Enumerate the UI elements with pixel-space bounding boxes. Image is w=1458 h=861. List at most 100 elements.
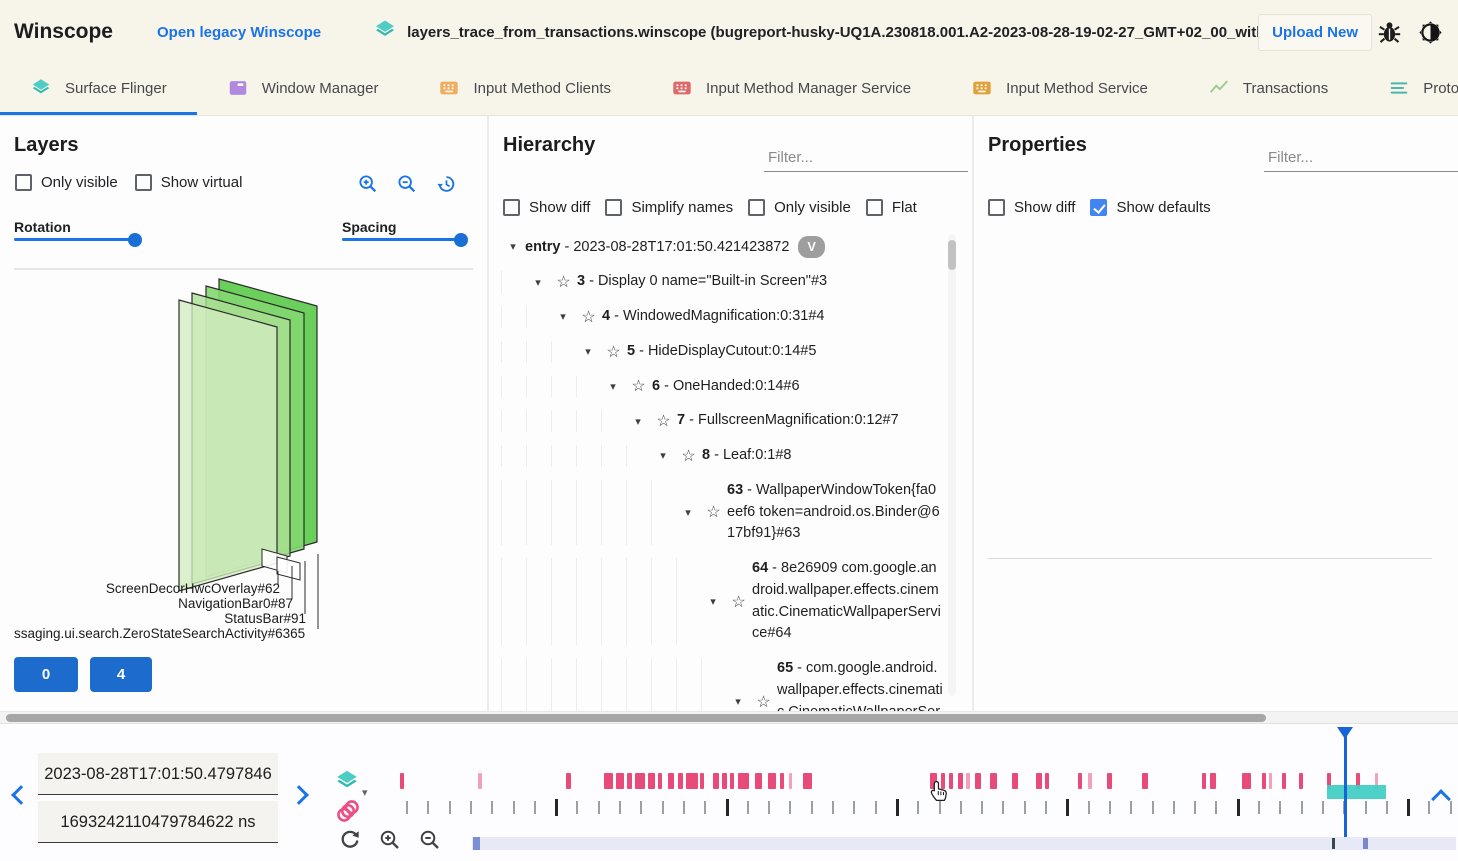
zoom-range-start-handle[interactable] xyxy=(473,837,480,850)
properties-filter-input[interactable] xyxy=(1264,144,1458,172)
checkbox-label: Show defaults xyxy=(1116,199,1211,216)
content-horizontal-scrollbar xyxy=(0,711,1458,724)
expand-arrow-icon[interactable]: ▾ xyxy=(510,241,516,254)
sf-trace-mark xyxy=(1107,773,1112,789)
tab-label: Input Method Clients xyxy=(473,79,612,97)
timeline-zoom-out-icon[interactable] xyxy=(418,828,442,852)
transactions-track-icon[interactable] xyxy=(335,798,361,824)
tab-transactions[interactable]: Transactions xyxy=(1178,64,1358,115)
tree-node-65[interactable]: ▾ ☆ 65 - com.google.android.wallpaper.effe… xyxy=(489,652,947,711)
dark-mode-toggle-icon[interactable] xyxy=(1417,19,1444,46)
reset-zoom-icon[interactable] xyxy=(338,828,362,852)
pin-star-icon[interactable]: ☆ xyxy=(631,378,646,396)
expand-arrow-icon[interactable]: ▾ xyxy=(585,346,591,359)
transaction-tick xyxy=(1428,801,1431,814)
indent-guide xyxy=(651,658,676,711)
transaction-tick xyxy=(619,801,621,814)
prev-entry-chevron-icon[interactable] xyxy=(11,785,31,805)
tab-input-method-clients[interactable]: Input Method Clients xyxy=(408,64,641,115)
indent-guide xyxy=(676,658,701,711)
checkbox-box[interactable] xyxy=(988,199,1005,216)
indent-guide xyxy=(551,479,576,545)
indent-guide xyxy=(601,479,626,545)
surface-flinger-track-icon[interactable] xyxy=(334,768,360,794)
timeline-zoom-in-icon[interactable] xyxy=(378,828,402,852)
tab-surface-flinger[interactable]: Surface Flinger xyxy=(0,64,197,115)
layer-id-button-0[interactable]: 0 xyxy=(14,657,78,692)
zoom-out-icon[interactable] xyxy=(396,173,418,195)
next-entry-chevron-icon[interactable] xyxy=(289,785,309,805)
expand-arrow-icon[interactable]: ▾ xyxy=(560,311,566,324)
pin-star-icon[interactable]: ☆ xyxy=(756,693,771,711)
content-horizontal-scrollbar-thumb[interactable] xyxy=(6,713,1266,722)
expand-arrow-icon[interactable]: ▾ xyxy=(735,696,741,708)
upload-new-button[interactable]: Upload New xyxy=(1258,13,1372,51)
open-legacy-link[interactable]: Open legacy Winscope xyxy=(157,23,322,41)
tree-node-63[interactable]: ▾ ☆ 63 - WallpaperWindowToken{fa0eef6 toke… xyxy=(489,473,947,551)
layer-id-button-4[interactable]: 4 xyxy=(90,657,152,692)
rotation-slider[interactable] xyxy=(14,232,142,247)
hierarchy-scrollbar-thumb[interactable] xyxy=(948,240,956,270)
pin-star-icon[interactable]: ☆ xyxy=(556,274,571,292)
expand-arrow-icon[interactable]: ▾ xyxy=(660,450,666,463)
properties-checkbox-show-defaults[interactable]: Show defaults xyxy=(1090,199,1211,216)
checkbox-box[interactable] xyxy=(15,174,32,191)
pin-star-icon[interactable]: ☆ xyxy=(681,447,696,465)
expand-arrow-icon[interactable]: ▾ xyxy=(635,415,641,428)
restore-view-icon[interactable] xyxy=(435,173,457,195)
timestamp-human-input[interactable] xyxy=(38,753,278,795)
tree-node-5[interactable]: ▾ ☆ 5 - HideDisplayCutout:0:14#5 xyxy=(489,334,947,369)
properties-checkbox-show-diff[interactable]: Show diff xyxy=(988,199,1075,216)
zoom-range-mark xyxy=(1363,838,1368,849)
panel-separator xyxy=(487,116,489,711)
hierarchy-checkbox-show-diff[interactable]: Show diff xyxy=(503,199,590,216)
indent-guide xyxy=(601,445,626,467)
checkbox-box[interactable] xyxy=(605,199,623,216)
tree-node-7[interactable]: ▾ ☆ 7 - FullscreenMagnification:0:12#7 xyxy=(489,404,947,439)
track-dropdown-caret-icon[interactable]: ▾ xyxy=(362,787,368,799)
checkbox-box[interactable] xyxy=(503,199,520,216)
hierarchy-filter-input[interactable] xyxy=(764,144,968,172)
tree-node-label: 4 - WindowedMagnification:0:31#4 xyxy=(602,308,825,324)
expand-arrow-icon[interactable]: ▾ xyxy=(610,380,616,393)
visibility-chip: V xyxy=(798,235,825,259)
expand-arrow-icon[interactable]: ▾ xyxy=(710,596,716,608)
layers-checkbox-show-virtual[interactable]: Show virtual xyxy=(134,174,242,191)
tree-node-3[interactable]: ▾ ☆ 3 - Display 0 name="Built-in Screen"#3 xyxy=(489,265,947,300)
pin-star-icon[interactable]: ☆ xyxy=(606,343,621,361)
pin-star-icon[interactable]: ☆ xyxy=(656,413,671,431)
tree-node-64[interactable]: ▾ ☆ 64 - 8e26909 com.google.android.wallpa… xyxy=(489,552,947,652)
hierarchy-checkbox-simplify-names[interactable]: Simplify names xyxy=(605,199,733,216)
bug-report-icon[interactable] xyxy=(1376,19,1403,46)
tree-node-8[interactable]: ▾ ☆ 8 - Leaf:0:1#8 xyxy=(489,439,947,474)
checkbox-box[interactable] xyxy=(748,199,766,216)
layers-3d-scene[interactable]: ScreenDecorHwcOverlay#62NavigationBar0#8… xyxy=(0,266,487,666)
timestamp-ns-input[interactable] xyxy=(38,801,278,843)
tree-node-4[interactable]: ▾ ☆ 4 - WindowedMagnification:0:31#4 xyxy=(489,300,947,335)
spacing-slider[interactable] xyxy=(342,232,468,247)
layers-checkbox-only-visible[interactable]: Only visible xyxy=(15,174,118,191)
checkbox-box[interactable] xyxy=(1090,199,1108,216)
sf-trace-mark xyxy=(635,773,645,789)
tree-node-entry[interactable]: ▾ entry - 2023-08-28T17:01:50.421423872 V xyxy=(489,229,947,265)
expand-arrow-icon[interactable]: ▾ xyxy=(535,276,541,289)
tab-input-method-service[interactable]: Input Method Service xyxy=(941,64,1178,115)
checkbox-box[interactable] xyxy=(865,199,883,216)
expand-arrow-icon[interactable]: ▾ xyxy=(685,506,691,519)
hierarchy-checkbox-flat[interactable]: Flat xyxy=(865,199,917,216)
timeline-zoom-range-bar[interactable] xyxy=(472,837,1456,850)
timeline-cursor-line[interactable] xyxy=(1344,727,1347,837)
tree-node-6[interactable]: ▾ ☆ 6 - OneHanded:0:14#6 xyxy=(489,369,947,404)
pin-star-icon[interactable]: ☆ xyxy=(581,308,596,326)
hierarchy-checkbox-only-visible[interactable]: Only visible xyxy=(748,199,851,216)
zoom-in-icon[interactable] xyxy=(357,173,379,195)
checkbox-box[interactable] xyxy=(134,174,152,191)
tab-input-method-manager-service[interactable]: Input Method Manager Service xyxy=(641,64,941,115)
timeline-cursor-handle[interactable] xyxy=(1337,727,1353,739)
pin-star-icon[interactable]: ☆ xyxy=(706,504,721,522)
collapse-timeline-chevron-icon[interactable] xyxy=(1431,789,1451,809)
tab-window-manager[interactable]: Window Manager xyxy=(197,64,409,115)
sf-trace-mark xyxy=(686,773,698,789)
pin-star-icon[interactable]: ☆ xyxy=(731,593,746,611)
tab-protolog[interactable]: ProtoLog xyxy=(1358,64,1458,115)
